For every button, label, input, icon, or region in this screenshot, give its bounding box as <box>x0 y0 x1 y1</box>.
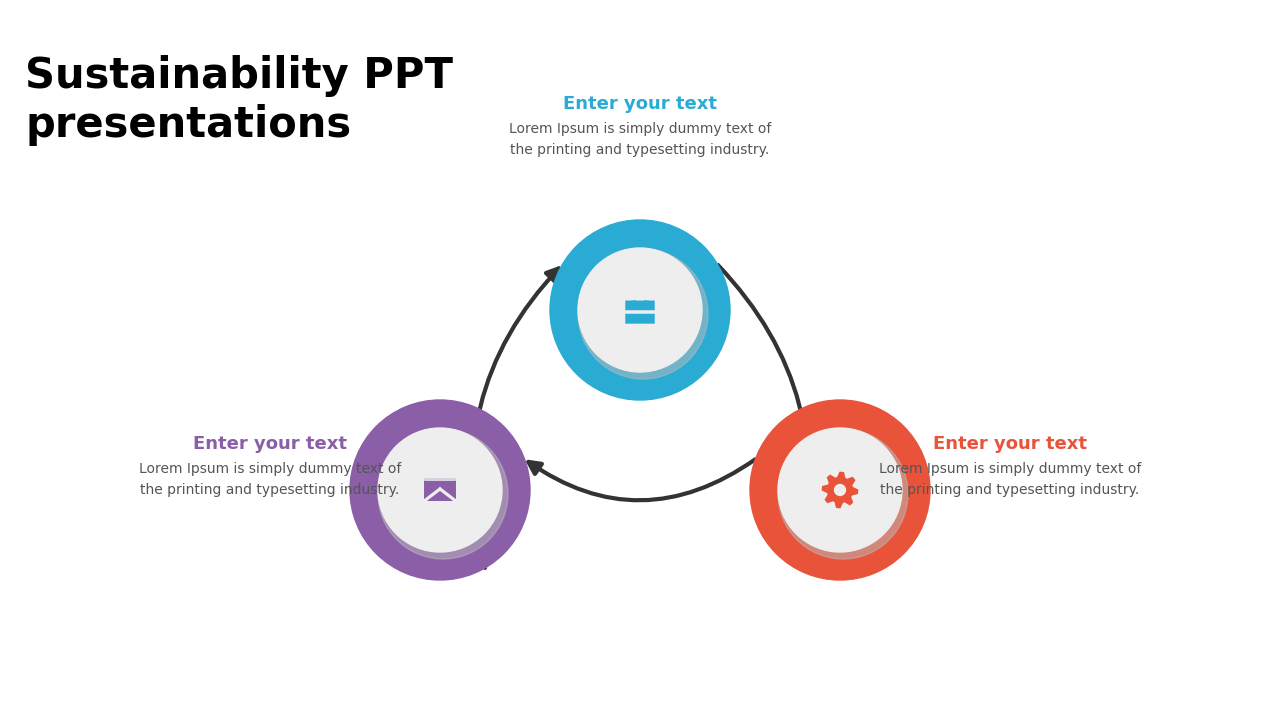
Text: Lorem Ipsum is simply dummy text of
the printing and typesetting industry.: Lorem Ipsum is simply dummy text of the … <box>138 462 401 497</box>
FancyArrowPatch shape <box>529 459 755 500</box>
Text: Lorem Ipsum is simply dummy text of
the printing and typesetting industry.: Lorem Ipsum is simply dummy text of the … <box>509 122 771 157</box>
Circle shape <box>550 220 730 400</box>
Circle shape <box>835 485 846 495</box>
Circle shape <box>778 429 908 559</box>
Text: Lorem Ipsum is simply dummy text of
the printing and typesetting industry.: Lorem Ipsum is simply dummy text of the … <box>879 462 1142 497</box>
Circle shape <box>579 248 701 372</box>
Circle shape <box>579 249 708 379</box>
FancyArrowPatch shape <box>472 269 559 568</box>
Bar <box>425 480 456 500</box>
Polygon shape <box>425 480 456 500</box>
Circle shape <box>378 428 502 552</box>
Circle shape <box>378 429 508 559</box>
Text: Enter your text: Enter your text <box>563 95 717 113</box>
Text: Enter your text: Enter your text <box>193 435 347 453</box>
Circle shape <box>778 428 902 552</box>
Polygon shape <box>425 480 456 500</box>
Text: Sustainability PPT
presentations: Sustainability PPT presentations <box>26 55 453 145</box>
Text: Enter your text: Enter your text <box>933 435 1087 453</box>
Circle shape <box>349 400 530 580</box>
Circle shape <box>750 400 931 580</box>
Polygon shape <box>822 472 858 508</box>
FancyBboxPatch shape <box>625 300 654 324</box>
FancyArrowPatch shape <box>718 265 808 564</box>
